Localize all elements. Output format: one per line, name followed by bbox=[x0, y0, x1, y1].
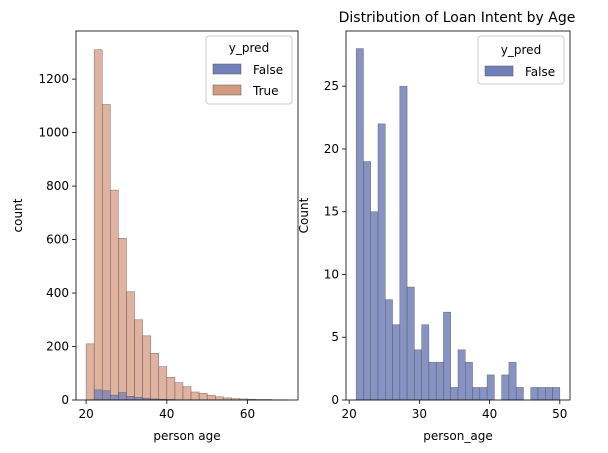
left-y-tick-label: 1000 bbox=[38, 126, 69, 140]
left-bar-false bbox=[101, 390, 111, 401]
right-bar bbox=[537, 387, 546, 401]
left-bar-true bbox=[142, 335, 151, 401]
right-bar bbox=[363, 161, 371, 401]
right-plot-frame bbox=[345, 30, 571, 401]
right-bar bbox=[472, 387, 481, 401]
right-legend-swatch-false bbox=[484, 65, 514, 77]
right-bar bbox=[428, 362, 437, 401]
left-y-tick-label: 600 bbox=[46, 233, 69, 247]
right-bar bbox=[515, 387, 524, 401]
left-bar-true bbox=[174, 382, 184, 401]
left-bar-true bbox=[215, 396, 224, 401]
right-bar bbox=[479, 387, 488, 401]
left-legend-swatch-false bbox=[212, 63, 242, 75]
right-bar bbox=[385, 299, 393, 401]
right-legend-title: y_pred bbox=[501, 43, 541, 57]
right-x-tick-label: 50 bbox=[552, 407, 567, 421]
right-bar bbox=[414, 349, 422, 401]
right-bar bbox=[450, 387, 459, 401]
left-legend-title: y_pred bbox=[229, 41, 269, 55]
right-x-tick-label: 30 bbox=[412, 407, 427, 421]
left-bar-true bbox=[110, 189, 119, 401]
left-legend-label-true: True bbox=[252, 84, 279, 98]
left-y-tick-label: 200 bbox=[46, 340, 69, 354]
left-bar-true bbox=[190, 391, 200, 401]
left-bar-true bbox=[206, 394, 216, 401]
left-y-tick-label: 800 bbox=[46, 179, 69, 193]
right-legend: y_pred False bbox=[477, 35, 565, 85]
left-y-tick-label: 400 bbox=[46, 286, 69, 300]
left-bar-false bbox=[110, 394, 119, 401]
left-plot-frame bbox=[75, 30, 299, 401]
right-bar bbox=[406, 286, 415, 401]
left-legend-swatch-true bbox=[212, 84, 242, 96]
left-bar-true bbox=[198, 393, 208, 401]
right-y-tick-label: 25 bbox=[324, 79, 339, 93]
left-legend-label-false: False bbox=[253, 63, 283, 77]
left-bar-true bbox=[166, 377, 176, 401]
left-y-tick-label: 0 bbox=[61, 393, 69, 407]
right-bar bbox=[392, 324, 401, 401]
left-bar-true bbox=[182, 386, 192, 401]
right-x-tick-label: 20 bbox=[342, 407, 357, 421]
right-bar bbox=[545, 387, 553, 401]
right-y-axis-label: Count bbox=[297, 197, 311, 233]
right-bar bbox=[355, 48, 364, 401]
left-bar-true bbox=[158, 366, 168, 401]
left-bar-true bbox=[134, 319, 143, 401]
left-y-axis-label: count bbox=[11, 198, 25, 232]
left-x-axis-label: person age bbox=[153, 429, 220, 443]
left-bar-true bbox=[93, 49, 103, 401]
left-legend: y_pred False True bbox=[205, 35, 293, 105]
right-histogram: 20 30 40 50 0 5 10 15 20 25 person_age Count Dis… bbox=[297, 10, 575, 443]
right-bar bbox=[552, 387, 561, 401]
right-x-tick-label: 40 bbox=[482, 407, 497, 421]
right-y-tick-label: 10 bbox=[324, 267, 339, 281]
left-bar-false bbox=[126, 396, 135, 401]
right-y-tick-label: 0 bbox=[331, 393, 339, 407]
right-y-tick-label: 15 bbox=[324, 205, 339, 219]
right-y-tick-label: 5 bbox=[331, 330, 339, 344]
right-x-axis-label: person_age bbox=[423, 429, 493, 443]
right-bar bbox=[508, 362, 517, 401]
left-x-tick-label: 40 bbox=[159, 407, 174, 421]
left-bar-true bbox=[85, 343, 95, 401]
right-bar bbox=[421, 324, 430, 401]
right-bar bbox=[486, 374, 495, 401]
left-bar-true bbox=[126, 291, 135, 401]
left-x-tick-label: 20 bbox=[78, 407, 93, 421]
right-bar bbox=[435, 362, 444, 401]
right-bar bbox=[399, 85, 408, 401]
left-y-tick-label: 1200 bbox=[38, 72, 69, 86]
left-bar-false bbox=[134, 397, 143, 401]
left-x-tick-label: 60 bbox=[240, 407, 255, 421]
right-bar bbox=[457, 349, 466, 401]
left-bar-false bbox=[93, 389, 103, 401]
right-bar bbox=[370, 211, 379, 401]
right-bar bbox=[501, 374, 510, 401]
right-bar bbox=[377, 123, 386, 401]
right-chart-title: Distribution of Loan Intent by Age bbox=[339, 10, 576, 26]
right-bar bbox=[530, 387, 539, 401]
right-legend-label-false: False bbox=[525, 65, 555, 79]
left-bar-true bbox=[101, 104, 111, 401]
left-bar-false bbox=[118, 392, 127, 401]
right-y-tick-label: 20 bbox=[324, 142, 339, 156]
right-bar bbox=[443, 311, 451, 401]
right-bar bbox=[465, 362, 473, 401]
left-bar-true bbox=[118, 237, 127, 401]
left-bar-true bbox=[150, 352, 159, 401]
